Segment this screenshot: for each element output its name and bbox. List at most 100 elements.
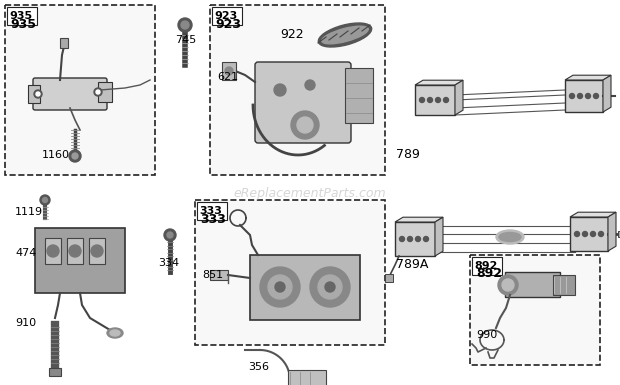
Text: 935: 935 (10, 18, 36, 31)
Circle shape (428, 97, 433, 102)
Bar (45, 238, 61, 264)
Text: eReplacementParts.com: eReplacementParts.com (234, 186, 386, 199)
Text: 1119: 1119 (15, 207, 43, 217)
Bar (345, 68, 373, 123)
Bar (212, 7, 242, 25)
Bar (49, 368, 61, 376)
Text: 892: 892 (476, 267, 502, 280)
Circle shape (575, 231, 580, 236)
Bar (470, 255, 600, 365)
Bar (415, 85, 455, 115)
Bar (35, 228, 125, 293)
Circle shape (178, 18, 192, 32)
Bar (67, 238, 83, 264)
Circle shape (570, 94, 575, 99)
Bar (250, 255, 360, 320)
Text: 910: 910 (15, 318, 36, 328)
Bar (60, 38, 68, 48)
FancyBboxPatch shape (255, 62, 351, 143)
Bar (505, 272, 560, 297)
Bar (98, 82, 112, 102)
Polygon shape (608, 212, 616, 251)
Circle shape (47, 245, 59, 257)
Circle shape (399, 236, 404, 241)
Circle shape (590, 231, 595, 236)
Circle shape (268, 275, 292, 299)
Circle shape (69, 245, 81, 257)
Polygon shape (395, 217, 443, 222)
Text: 334: 334 (158, 258, 179, 268)
Text: 892: 892 (474, 261, 497, 271)
Text: 935: 935 (9, 11, 32, 21)
Ellipse shape (499, 233, 521, 241)
Text: 1160: 1160 (42, 150, 70, 160)
Circle shape (274, 84, 286, 96)
Text: 789: 789 (396, 148, 420, 161)
Circle shape (167, 232, 173, 238)
Circle shape (305, 80, 315, 90)
Circle shape (91, 245, 103, 257)
Circle shape (318, 275, 342, 299)
Bar (395, 222, 435, 256)
Circle shape (498, 275, 518, 295)
Bar (565, 80, 603, 112)
Bar (197, 202, 227, 220)
Circle shape (435, 97, 440, 102)
Circle shape (181, 21, 189, 29)
Bar (288, 370, 326, 385)
Bar (5, 5, 155, 175)
Bar (385, 274, 393, 282)
Circle shape (260, 267, 300, 307)
Text: 745: 745 (175, 35, 197, 45)
Ellipse shape (107, 328, 123, 338)
Circle shape (577, 94, 583, 99)
FancyBboxPatch shape (33, 78, 107, 110)
Text: 923: 923 (214, 11, 237, 21)
Polygon shape (570, 212, 616, 217)
Circle shape (598, 231, 603, 236)
Circle shape (34, 90, 42, 98)
Bar (210, 5, 385, 175)
Text: 621: 621 (217, 72, 238, 82)
Text: 789A: 789A (396, 258, 428, 271)
Text: 356: 356 (248, 362, 269, 372)
Circle shape (310, 267, 350, 307)
Circle shape (420, 97, 425, 102)
Ellipse shape (322, 26, 368, 44)
Polygon shape (565, 75, 611, 80)
Text: 333: 333 (200, 213, 226, 226)
Circle shape (593, 94, 598, 99)
Bar (195, 200, 385, 345)
Text: 333: 333 (199, 206, 222, 216)
Text: 474: 474 (15, 248, 37, 258)
Ellipse shape (496, 230, 524, 244)
Text: 923: 923 (215, 18, 241, 31)
Circle shape (40, 195, 50, 205)
Circle shape (325, 282, 335, 292)
Ellipse shape (318, 23, 371, 47)
Polygon shape (455, 80, 463, 115)
Circle shape (275, 282, 285, 292)
Circle shape (96, 90, 100, 94)
Bar (472, 257, 502, 275)
Polygon shape (435, 217, 443, 256)
Bar (618, 231, 620, 237)
Circle shape (225, 67, 233, 75)
Ellipse shape (110, 330, 120, 336)
Circle shape (297, 117, 313, 133)
Bar (89, 238, 105, 264)
Circle shape (423, 236, 428, 241)
Polygon shape (415, 80, 463, 85)
Text: 922: 922 (280, 28, 304, 41)
Circle shape (69, 150, 81, 162)
Text: 851: 851 (202, 270, 223, 280)
Circle shape (407, 236, 412, 241)
Bar (222, 62, 236, 80)
Circle shape (585, 94, 590, 99)
Circle shape (291, 111, 319, 139)
Polygon shape (603, 75, 611, 112)
Circle shape (583, 231, 588, 236)
Circle shape (164, 229, 176, 241)
Circle shape (415, 236, 420, 241)
Circle shape (443, 97, 448, 102)
